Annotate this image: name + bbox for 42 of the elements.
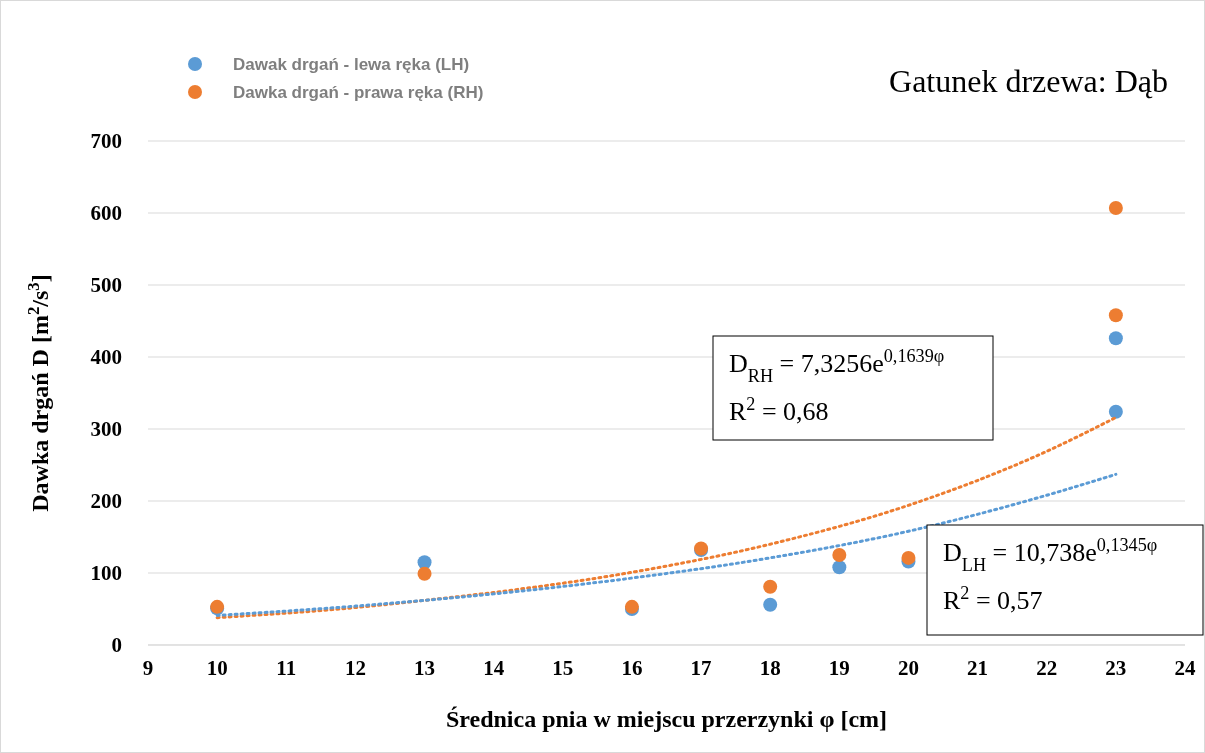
x-tick-label: 19 — [828, 656, 850, 680]
point — [901, 550, 916, 565]
annotation: D$_{RH}$ = 7,3256e$^{0,1639φ}$ — [729, 346, 945, 386]
x-tick-label: 16 — [621, 656, 643, 680]
point — [832, 548, 847, 562]
chart-title: Gatunek drzewa: Dąb — [889, 63, 1168, 99]
y-tick-label: 400 — [90, 345, 122, 370]
point — [417, 566, 432, 581]
point — [1108, 200, 1123, 215]
annotation: D$_{LH}$ = 10,738e$^{0,1345φ}$ — [943, 535, 1158, 575]
x-tick-label: 11 — [276, 656, 297, 680]
point — [1108, 331, 1123, 346]
y-tick-label: 0 — [111, 633, 122, 658]
y-tick-label: 700 — [90, 129, 122, 154]
x-tick-label: 12 — [344, 656, 366, 680]
legend-label: Dawka drgań - prawa ręka (RH) — [233, 82, 484, 102]
x-tick-label: 22 — [1036, 656, 1058, 680]
x-tick-label: 10 — [206, 656, 228, 680]
x-tick-label: 13 — [414, 656, 436, 680]
y-tick-label: 100 — [90, 561, 122, 586]
point — [1108, 404, 1123, 419]
point — [832, 560, 847, 575]
annotation: R$^{2}$ = 0,68 — [729, 394, 829, 426]
y-tick-label: 500 — [90, 273, 122, 298]
x-tick-label: 14 — [483, 656, 505, 680]
x-tick-label: 20 — [897, 656, 919, 680]
x-tick-label: 9 — [142, 656, 154, 680]
x-tick-label: 15 — [552, 656, 574, 680]
x-tick-label: 18 — [759, 656, 781, 680]
x-tick-label: 21 — [967, 656, 989, 680]
legend-label: Dawak drgań - lewa ręka (LH) — [233, 54, 470, 74]
point — [1108, 308, 1123, 323]
x-tick-label: 24 — [1174, 656, 1196, 680]
x-axis-title: Średnica pnia w miejscu przerzynki φ [cm] — [445, 706, 888, 732]
y-tick-label: 300 — [90, 417, 122, 442]
point — [763, 597, 778, 612]
point — [763, 579, 778, 594]
x-tick-label: 23 — [1105, 656, 1127, 680]
annotation: R$^{2}$ = 0,57 — [943, 583, 1043, 615]
y-tick-label: 600 — [90, 201, 122, 226]
x-tick-label: 17 — [690, 656, 712, 680]
y-tick-label: 200 — [90, 489, 122, 514]
